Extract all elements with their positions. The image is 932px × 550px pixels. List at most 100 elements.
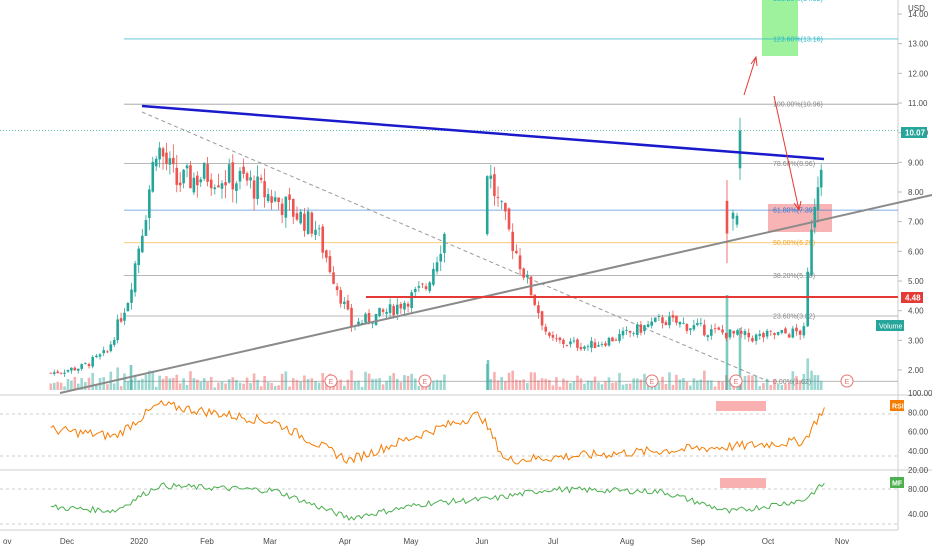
candle-body bbox=[762, 332, 765, 338]
volume-bar bbox=[335, 381, 339, 390]
volume-bar bbox=[217, 382, 220, 390]
candle-body bbox=[548, 332, 551, 336]
time-tick-label: Apr bbox=[339, 537, 352, 546]
fib-level-label: 123.60%(13.16) bbox=[773, 36, 823, 43]
volume-bar bbox=[288, 386, 291, 390]
volume-bar bbox=[343, 385, 346, 390]
volume-bar bbox=[798, 380, 802, 390]
candle-body bbox=[703, 324, 706, 336]
candle-body bbox=[395, 304, 399, 315]
candle-body bbox=[161, 148, 165, 157]
volume-bar bbox=[780, 384, 784, 390]
earnings-marker[interactable] bbox=[324, 374, 338, 388]
volume-bar bbox=[80, 378, 83, 390]
volume-bar bbox=[486, 360, 490, 390]
candle-body bbox=[682, 322, 685, 324]
volume-bar bbox=[357, 380, 360, 390]
volume-bar bbox=[682, 378, 685, 390]
volume-bar bbox=[435, 379, 439, 390]
candle-body bbox=[810, 229, 813, 276]
candle-body bbox=[657, 316, 661, 318]
retest-zone bbox=[768, 204, 832, 232]
candle-body bbox=[224, 182, 227, 186]
volume-bar bbox=[321, 373, 325, 390]
volume-bar bbox=[579, 378, 583, 390]
candle-body bbox=[572, 340, 576, 342]
candle-body bbox=[126, 303, 130, 312]
volume-bar bbox=[381, 384, 385, 390]
volume-bar bbox=[710, 380, 713, 390]
candle-body bbox=[671, 315, 675, 318]
volume-bar bbox=[787, 382, 791, 390]
volume-bar bbox=[747, 375, 751, 390]
volume-bar bbox=[432, 380, 435, 390]
candle-body bbox=[780, 330, 784, 333]
candle-body bbox=[256, 176, 259, 200]
candle-body bbox=[424, 286, 428, 290]
volume-bar bbox=[791, 371, 795, 390]
candle-body bbox=[813, 207, 817, 228]
volume-bar bbox=[565, 380, 569, 390]
candle-body bbox=[439, 253, 443, 262]
fib-level-label: 78.60%(8.96) bbox=[773, 161, 815, 168]
candle-body bbox=[544, 326, 548, 332]
earnings-marker-label: E bbox=[423, 379, 428, 386]
candle-body bbox=[346, 300, 350, 310]
candle-body bbox=[63, 372, 66, 374]
volume-bar bbox=[628, 383, 632, 390]
candle-body bbox=[511, 231, 514, 252]
descending-resistance-trendline bbox=[141, 104, 825, 161]
volume-bar bbox=[141, 378, 144, 390]
time-tick-label: Jun bbox=[476, 537, 489, 546]
volume-bar bbox=[284, 371, 288, 390]
volume-bar bbox=[558, 386, 562, 390]
volume-bar bbox=[607, 377, 611, 390]
volume-bar bbox=[526, 382, 529, 390]
earnings-marker[interactable] bbox=[418, 374, 432, 388]
earnings-marker[interactable] bbox=[840, 374, 854, 388]
volume-bar bbox=[713, 386, 717, 390]
diagonal-dashed-line bbox=[141, 111, 771, 383]
candle-body bbox=[172, 157, 175, 165]
candle-body bbox=[421, 283, 424, 285]
candle-body bbox=[515, 250, 518, 254]
volume-bar bbox=[202, 378, 206, 390]
candle-body bbox=[91, 356, 94, 367]
candle-body bbox=[583, 346, 586, 349]
candle-body bbox=[590, 340, 593, 348]
volume-bar bbox=[762, 383, 765, 390]
candle-body bbox=[399, 303, 403, 309]
volume-bar bbox=[500, 376, 503, 390]
volume-bar bbox=[151, 370, 155, 390]
volume-bar bbox=[614, 382, 618, 390]
time-tick-label: Dec bbox=[60, 537, 74, 546]
volume-bar bbox=[489, 379, 493, 390]
volume-bar bbox=[721, 381, 724, 390]
volume-bar bbox=[621, 384, 625, 390]
volume-bar bbox=[636, 378, 639, 390]
candle-body bbox=[675, 315, 678, 323]
volume-bar bbox=[395, 378, 399, 390]
time-axis[interactable]: ov Dec 2020 Feb Mar Apr May Jun Jul Aug Sep Oct Nov bbox=[3, 537, 849, 546]
fib-level-label: 38.20%(5.18) bbox=[773, 273, 815, 280]
candle-body bbox=[537, 305, 540, 314]
volume-bar bbox=[795, 376, 798, 390]
candle-body bbox=[776, 332, 780, 335]
candle-body bbox=[130, 289, 133, 303]
candle-body bbox=[403, 302, 406, 310]
time-tick-label: May bbox=[403, 537, 418, 546]
volume-bar bbox=[551, 385, 555, 390]
earnings-marker[interactable] bbox=[645, 374, 659, 388]
volume-bar bbox=[443, 374, 446, 390]
volume-bar bbox=[385, 380, 388, 390]
volume-bar bbox=[806, 358, 809, 390]
volume-bar bbox=[699, 379, 703, 390]
candle-body bbox=[102, 350, 105, 354]
candle-body bbox=[76, 368, 80, 371]
candle-body bbox=[739, 330, 743, 334]
volume-bar bbox=[310, 378, 314, 390]
volume-bar bbox=[70, 380, 73, 390]
earnings-marker[interactable] bbox=[729, 374, 743, 388]
candle-body bbox=[413, 288, 417, 292]
candle-body bbox=[357, 321, 360, 327]
